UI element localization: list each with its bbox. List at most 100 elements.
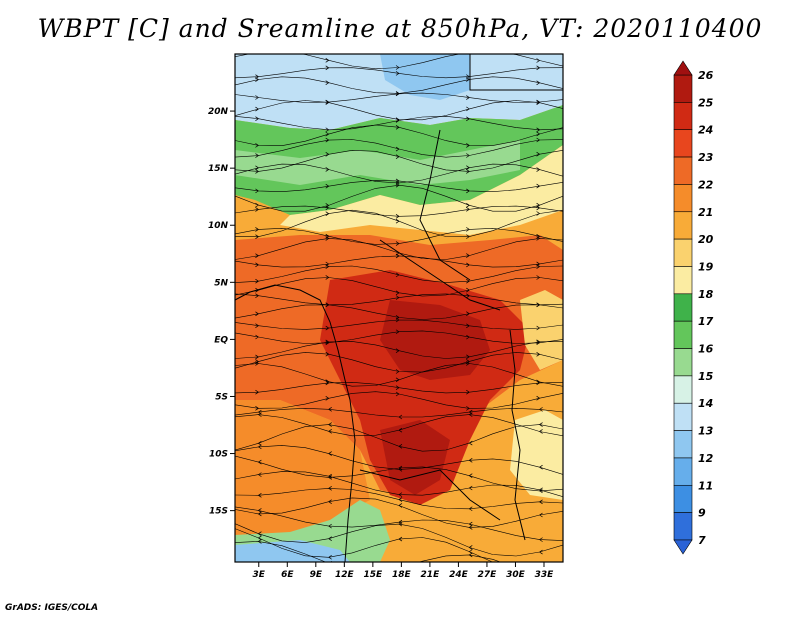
lon-label: 24E <box>449 570 469 580</box>
streamline-arrow <box>536 80 540 86</box>
streamline-arrow <box>325 339 329 345</box>
field-cool-north <box>235 54 563 130</box>
streamline-arrow <box>258 459 262 465</box>
streamline-arrow <box>325 131 329 137</box>
colorbar-box <box>673 129 693 158</box>
streamline-arrow <box>258 508 262 513</box>
streamline-arrow <box>328 523 332 529</box>
streamline-arrow <box>536 151 540 157</box>
streamline-arrow <box>466 354 470 360</box>
streamline-arrow <box>539 429 543 434</box>
streamline-arrow <box>328 499 332 504</box>
colorbar-label: 25 <box>698 96 714 109</box>
streamline-arrow <box>395 218 400 224</box>
streamline-arrow <box>466 234 470 239</box>
streamline-arrow <box>325 205 329 211</box>
streamline-arrow <box>395 290 400 296</box>
streamline-arrow <box>536 205 540 211</box>
streamline-arrow <box>255 74 259 79</box>
streamline-arrow <box>539 549 543 555</box>
streamline-arrow <box>255 77 259 82</box>
colorbar-box <box>673 457 693 486</box>
field-hot-south <box>380 420 450 495</box>
streamline-arrow <box>325 203 329 208</box>
lon-label: 30E <box>506 570 526 580</box>
colorbar-label: 11 <box>698 479 713 492</box>
streamline-arrow <box>536 325 540 331</box>
streamline-arrow <box>469 521 473 527</box>
streamline-arrow <box>536 211 540 216</box>
colorbar-box <box>673 238 693 267</box>
streamline-arrow <box>536 264 540 269</box>
lat-label: 20N <box>208 107 229 117</box>
streamline-arrow <box>255 334 259 340</box>
streamline-arrow <box>325 127 329 133</box>
streamline-arrow <box>325 80 329 85</box>
streamline-arrow <box>255 311 259 317</box>
colorbar-box <box>673 266 693 295</box>
streamline-arrow <box>325 325 329 331</box>
streamline-arrow <box>469 412 473 417</box>
streamline-arrow <box>469 552 473 558</box>
colorbar-label: 13 <box>698 425 714 438</box>
lon-label: 15E <box>364 570 384 580</box>
colorbar-box <box>673 211 693 240</box>
streamline-arrow <box>469 506 473 512</box>
streamline-arrow <box>255 207 259 212</box>
streamline-arrow <box>536 100 540 106</box>
streamline-arrow <box>395 329 400 335</box>
streamline-arrow <box>255 361 259 366</box>
streamline-arrow <box>536 127 540 133</box>
colorbar-bottom-arrow <box>673 539 693 555</box>
latitude-axis: 20N 15N 10N 5N EQ 5S 10S 15S <box>208 107 235 517</box>
streamline-arrow <box>466 116 470 122</box>
colorbar-box <box>673 320 693 349</box>
streamline-arrow <box>255 188 259 194</box>
streamline-arrow <box>395 253 400 259</box>
streamline-arrow <box>539 512 543 518</box>
streamline-arrow <box>539 537 543 542</box>
lon-label: 6E <box>281 570 294 580</box>
streamline-arrow <box>255 95 259 100</box>
streamline-arrow <box>469 473 473 479</box>
streamline-arrow <box>325 396 329 401</box>
streamline-arrow <box>395 369 400 374</box>
streamline-arrow <box>466 262 470 268</box>
streamline-arrow <box>395 154 400 160</box>
streamline-arrow <box>395 317 400 323</box>
lat-label: 15S <box>209 507 228 517</box>
grads-credit: GrADS: IGES/COLA <box>5 603 99 613</box>
streamline-arrow <box>258 539 262 544</box>
lat-label: 10S <box>209 450 228 460</box>
streamline-arrow <box>395 118 400 123</box>
colorbar-boxes <box>673 60 693 555</box>
longitude-axis: 3E 6E 9E 12E 15E 18E 21E 24E 27E 30E 33E <box>253 562 554 580</box>
streamline-arrow <box>539 488 543 494</box>
streamline-arrow <box>466 278 470 284</box>
streamline-arrow <box>466 227 470 232</box>
streamline-arrow <box>539 487 543 493</box>
streamline-arrow <box>466 334 470 340</box>
streamline-arrow <box>255 202 259 208</box>
colorbar-box <box>673 156 693 185</box>
streamline-arrow <box>469 409 473 415</box>
streamline-arrow <box>466 253 470 258</box>
streamline-arrow <box>255 293 259 299</box>
streamline-arrow <box>325 211 329 216</box>
colorbar-label: 14 <box>698 397 713 410</box>
lat-label: 5S <box>215 392 228 402</box>
streamline-arrow <box>325 65 329 71</box>
lat-label: 10N <box>208 221 229 231</box>
streamline-arrow <box>466 389 470 395</box>
colorbar-label: 24 <box>698 124 713 137</box>
streamline-arrow <box>325 380 329 386</box>
streamline-arrow <box>325 236 329 241</box>
streamline-arrow <box>325 351 329 357</box>
streamline-arrow <box>258 493 262 498</box>
colorbar-label: 17 <box>698 315 714 328</box>
colorbar-label: 16 <box>698 343 714 356</box>
streamline-arrow <box>325 58 329 63</box>
colorbar-label: 26 <box>698 69 714 82</box>
streamline-arrow <box>395 65 400 70</box>
